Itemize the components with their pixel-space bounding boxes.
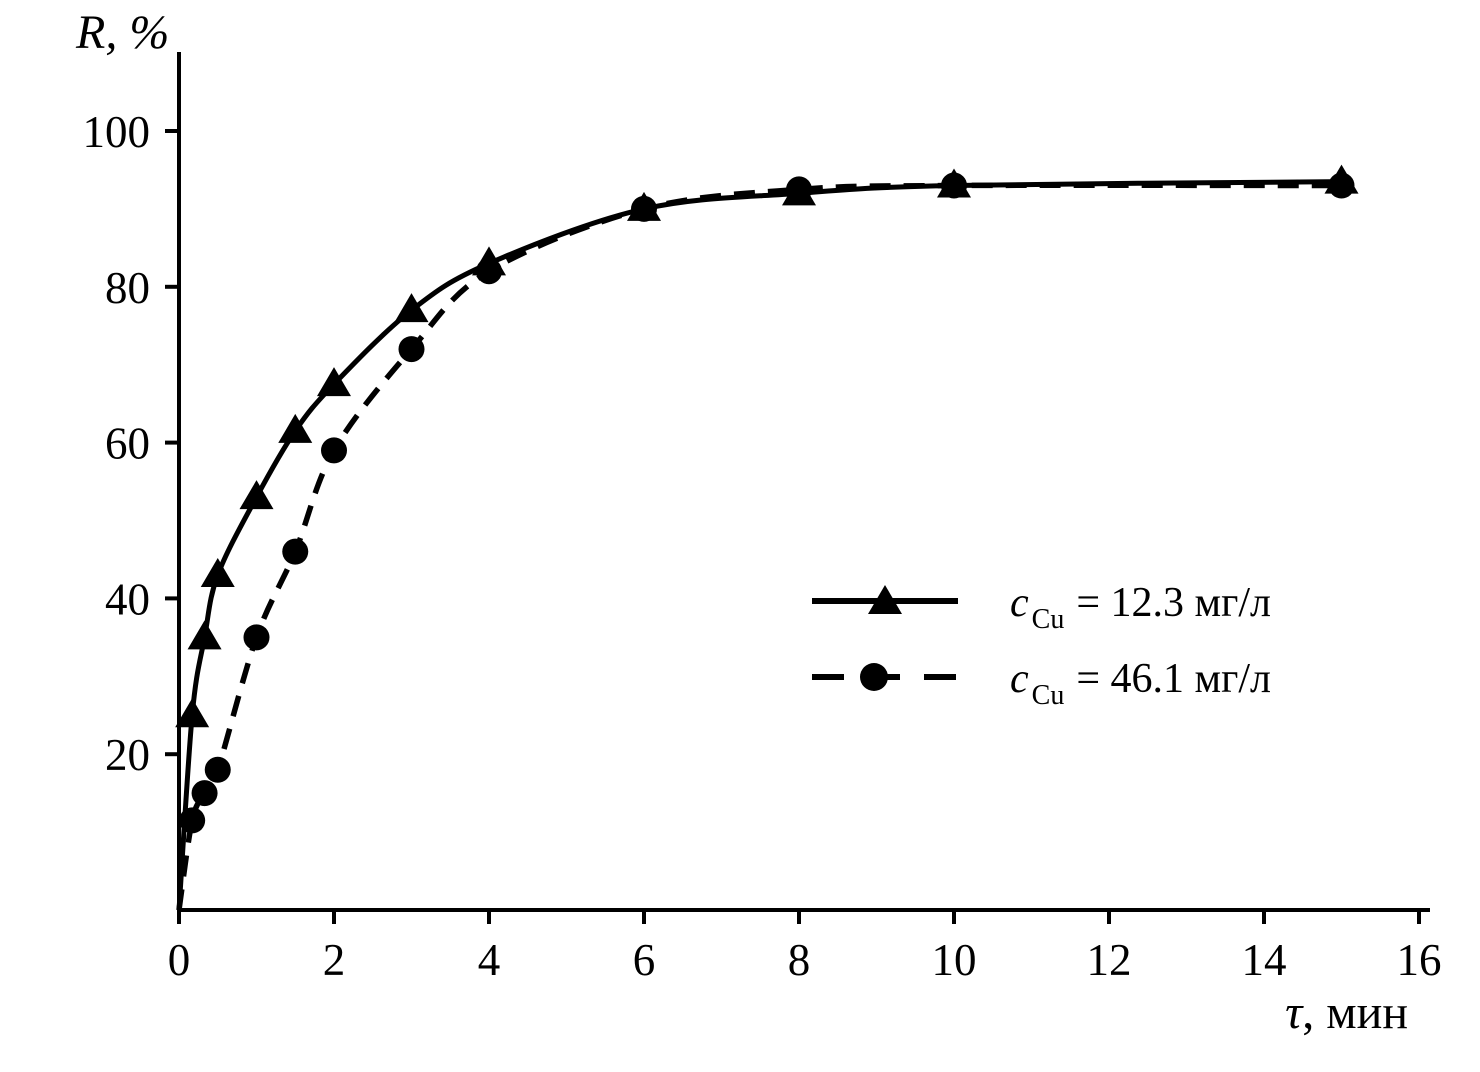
y-tick-label: 20 [105, 730, 150, 780]
y-tick-label: 80 [105, 263, 150, 313]
series-plot-area [175, 164, 1359, 911]
legend-item-series-2: c Cu = 46.1 мг/л [812, 656, 1271, 711]
legend-1-subscript: Cu [1032, 604, 1065, 635]
x-axis-title: τ, мин [1285, 986, 1408, 1039]
x-axis-title-units: , мин [1302, 986, 1408, 1039]
triangle-marker-icon [200, 558, 235, 588]
series-line-2-dashed [176, 182, 1342, 911]
x-tick-label: 4 [478, 935, 501, 985]
circle-marker-icon [1328, 172, 1355, 199]
legend-2-subscript: Cu [1032, 680, 1065, 711]
legend-1-value: = 12.3 мг/л [1076, 580, 1271, 626]
legend-1-symbol: c [1010, 580, 1029, 626]
circle-marker-icon [941, 172, 967, 199]
legend-2-symbol: c [1010, 656, 1029, 702]
triangle-marker-icon [187, 620, 222, 650]
x-tick-label: 10 [932, 935, 977, 985]
legend-label-series-1: c Cu = 12.3 мг/л [1010, 580, 1271, 635]
y-tick-label: 100 [83, 107, 151, 157]
circle-marker-icon [631, 195, 657, 222]
triangle-marker-icon [278, 413, 313, 443]
legend-item-series-1: c Cu = 12.3 мг/л [812, 580, 1271, 635]
legend-2-value: = 46.1 мг/л [1076, 656, 1271, 702]
x-tick-label: 6 [633, 935, 656, 985]
circle-marker-icon [321, 437, 347, 464]
triangle-marker-icon [239, 480, 274, 510]
circle-marker-icon [191, 780, 218, 807]
circle-marker-icon [476, 258, 502, 285]
triangle-marker-icon [868, 585, 902, 614]
circle-marker-icon [398, 336, 425, 363]
circle-marker-icon [860, 663, 888, 691]
x-tick-label: 0 [168, 935, 191, 985]
x-tick-label: 16 [1397, 935, 1442, 985]
triangle-marker-icon [175, 698, 210, 728]
triangle-marker-icon [317, 367, 351, 397]
series-line-1-solid [176, 179, 1342, 911]
y-tick-label: 60 [105, 419, 150, 469]
circle-marker-icon [243, 624, 270, 651]
circle-marker-icon [204, 756, 231, 783]
legend-label-series-2: c Cu = 46.1 мг/л [1010, 656, 1271, 711]
x-tick-label: 14 [1242, 935, 1287, 985]
x-tick-label: 8 [788, 935, 811, 985]
axes: 0 2 4 6 8 10 12 14 16 20 40 60 80 100 [83, 52, 1442, 985]
y-axis-title: R, % [75, 6, 169, 59]
x-axis-title-tau: τ [1285, 986, 1304, 1039]
y-tick-label: 40 [105, 574, 150, 624]
x-tick-label: 12 [1087, 935, 1132, 985]
circle-marker-icon [282, 538, 309, 565]
circle-marker-icon [179, 807, 206, 834]
legend: c Cu = 12.3 мг/л c Cu = 46.1 мг/л [812, 580, 1271, 711]
circle-marker-icon [786, 176, 812, 203]
triangle-marker-icon [394, 293, 429, 323]
x-tick-label: 2 [323, 935, 346, 985]
